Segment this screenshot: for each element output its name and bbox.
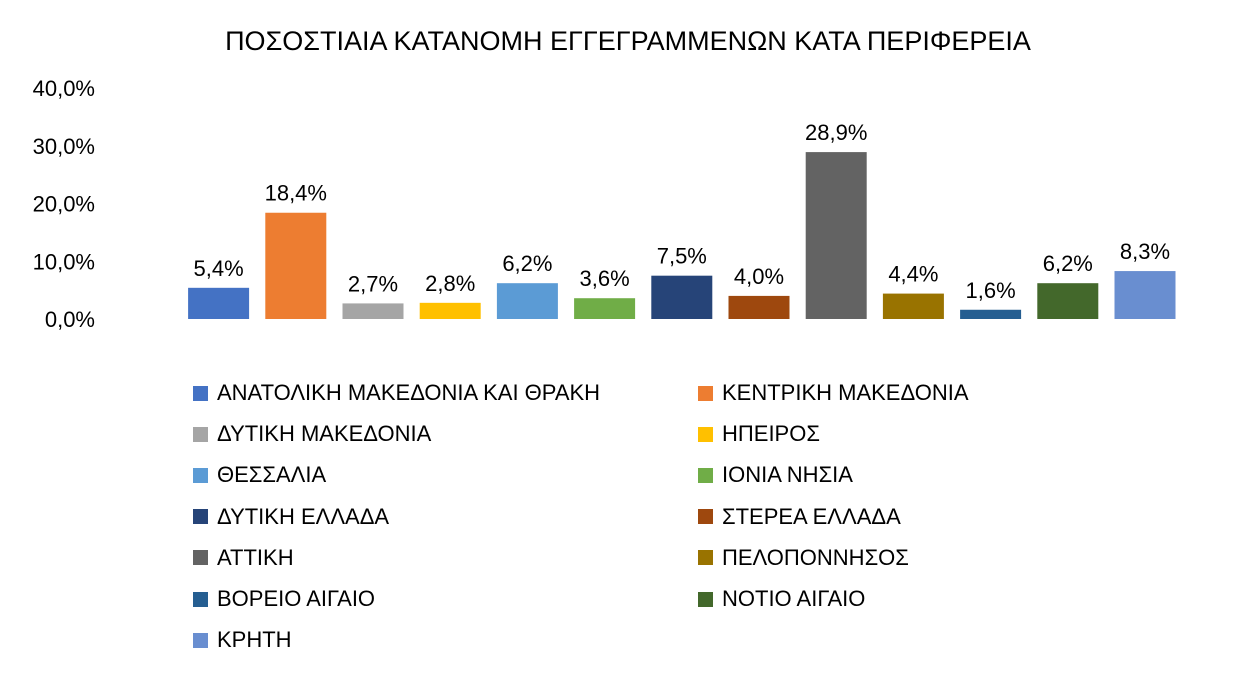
data-label: 5,4%	[194, 256, 244, 281]
legend-label: ΣΤΕΡΕΑ ΕΛΛΑΔΑ	[722, 503, 901, 529]
legend-label: ΔΥΤΙΚΗ ΜΑΚΕΔΟΝΙΑ	[217, 421, 432, 447]
legend-item: ΗΠΕΙΡΟΣ	[698, 421, 820, 447]
data-labels: 5,4% 18,4% 2,7% 2,8% 6,2% 3,6% 7,5% 4,0% 28,9% 4,…	[194, 120, 1171, 303]
legend-label: ΝΟΤΙΟ ΑΙΓΑΙΟ	[722, 586, 866, 611]
legend-swatch	[193, 385, 208, 401]
bar	[1037, 283, 1099, 319]
legend-item: ΔΥΤΙΚΗ ΜΑΚΕΔΟΝΙΑ	[193, 421, 431, 447]
y-tick-label: 30,0%	[33, 134, 95, 159]
legend-swatch	[193, 426, 208, 442]
bar	[728, 295, 790, 319]
data-label: 6,2%	[502, 251, 552, 276]
legend-label: ΙΟΝΙΑ ΝΗΣΙΑ	[722, 462, 853, 488]
data-label: 1,6%	[966, 278, 1016, 303]
legend-item: ΘΕΣΣΑΛΙΑ	[193, 462, 326, 488]
legend-item: ΑΝΑΤΟΛΙΚΗ ΜΑΚΕΔΟΝΙΑ ΚΑΙ ΘΡΑΚΗ	[193, 380, 600, 406]
legend-swatch	[698, 467, 713, 483]
legend-item: ΚΡΗΤΗ	[193, 627, 292, 653]
data-label: 2,7%	[348, 271, 398, 296]
bar	[342, 303, 404, 319]
data-label: 7,5%	[657, 244, 707, 269]
legend-item: ΔΥΤΙΚΗ ΕΛΛΑΔΑ	[193, 504, 389, 530]
legend-swatch	[698, 591, 713, 607]
legend-swatch	[698, 385, 713, 401]
bar	[419, 302, 481, 319]
legend-swatch	[193, 591, 208, 607]
bar	[496, 283, 558, 319]
legend-swatch	[193, 632, 208, 648]
bar	[882, 293, 944, 319]
bar	[805, 152, 867, 319]
legend-swatch	[698, 550, 713, 566]
y-axis: 0,0% 10,0% 20,0% 30,0% 40,0%	[33, 76, 95, 332]
legend-swatch	[193, 550, 208, 566]
bar	[960, 309, 1022, 319]
legend-label: ΒΟΡΕΙΟ ΑΙΓΑΙΟ	[217, 586, 376, 611]
chart-title: ΠΟΣΟΣΤΙΑΙΑ ΚΑΤΑΝΟΜΗ ΕΓΓΕΓΡΑΜΜΕΝΩΝ ΚΑΤΑ Π…	[225, 26, 1031, 56]
legend-item: ΚΕΝΤΡΙΚΗ ΜΑΚΕΔΟΝΙΑ	[698, 380, 969, 406]
legend-swatch	[698, 426, 713, 442]
bar	[188, 287, 250, 319]
legend-label: ΑΤΤΙΚΗ	[217, 544, 294, 570]
y-tick-label: 40,0%	[33, 76, 95, 101]
legend-item: ΣΤΕΡΕΑ ΕΛΛΑΔΑ	[698, 504, 901, 530]
bar	[574, 298, 636, 319]
legend-swatch	[698, 509, 713, 525]
bar	[265, 212, 327, 319]
bar	[651, 275, 713, 319]
data-label: 6,2%	[1043, 251, 1093, 276]
data-label: 18,4%	[265, 181, 327, 206]
legend-item: ΝΟΤΙΟ ΑΙΓΑΙΟ	[698, 586, 865, 612]
legend-swatch	[193, 467, 208, 483]
legend-item: ΙΟΝΙΑ ΝΗΣΙΑ	[698, 462, 853, 488]
bars	[188, 152, 1176, 319]
legend-item: ΒΟΡΕΙΟ ΑΙΓΑΙΟ	[193, 586, 375, 612]
bar	[1114, 271, 1176, 319]
data-label: 28,9%	[805, 120, 867, 145]
legend-item: ΑΤΤΙΚΗ	[193, 545, 294, 571]
legend-label: ΠΕΛΟΠΟΝΝΗΣΟΣ	[722, 544, 909, 570]
legend-label: ΗΠΕΙΡΟΣ	[722, 421, 820, 447]
data-label: 2,8%	[425, 271, 475, 296]
y-tick-label: 10,0%	[33, 249, 95, 274]
data-label: 3,6%	[580, 266, 630, 291]
legend-swatch	[193, 509, 208, 525]
data-label: 4,0%	[734, 264, 784, 289]
legend-label: ΚΡΗΤΗ	[217, 627, 292, 653]
legend-label: ΚΕΝΤΡΙΚΗ ΜΑΚΕΔΟΝΙΑ	[722, 380, 969, 405]
legend-item: ΠΕΛΟΠΟΝΝΗΣΟΣ	[698, 545, 909, 571]
legend-label: ΘΕΣΣΑΛΙΑ	[217, 462, 327, 488]
y-tick-label: 20,0%	[33, 192, 95, 217]
data-label: 4,4%	[888, 262, 938, 287]
legend-label: ΑΝΑΤΟΛΙΚΗ ΜΑΚΕΔΟΝΙΑ ΚΑΙ ΘΡΑΚΗ	[217, 380, 601, 405]
y-tick-label: 0,0%	[45, 307, 95, 332]
legend-label: ΔΥΤΙΚΗ ΕΛΛΑΔΑ	[217, 503, 390, 529]
data-label: 8,3%	[1120, 239, 1170, 264]
